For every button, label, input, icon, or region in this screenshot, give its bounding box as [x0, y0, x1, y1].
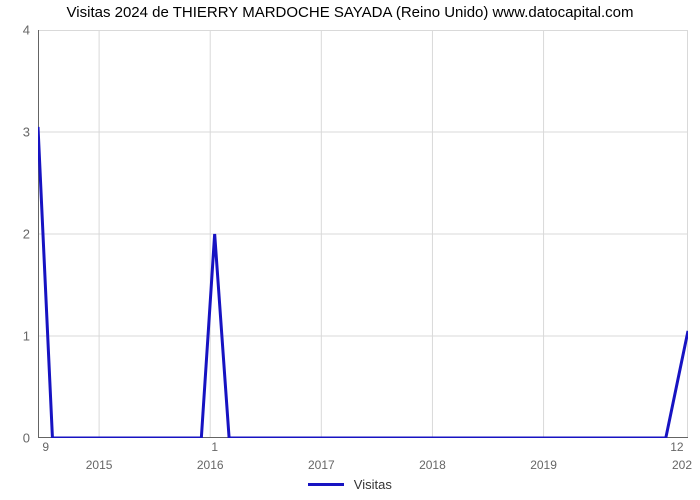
data-annotation: 1 [211, 440, 218, 454]
y-tick-label: 3 [0, 125, 30, 140]
data-annotation: 9 [42, 440, 49, 454]
x-tick-label: 2016 [197, 458, 224, 472]
x-tick-label: 2019 [530, 458, 557, 472]
plot-area [38, 30, 688, 438]
y-tick-label: 4 [0, 23, 30, 38]
legend-swatch [308, 483, 344, 486]
y-tick-label: 2 [0, 227, 30, 242]
chart-title: Visitas 2024 de THIERRY MARDOCHE SAYADA … [0, 4, 700, 21]
x-tick-label: 2015 [86, 458, 113, 472]
legend-label: Visitas [354, 477, 392, 492]
y-tick-label: 1 [0, 329, 30, 344]
y-tick-label: 0 [0, 431, 30, 446]
series-line [38, 127, 688, 438]
x-tick-label: 2018 [419, 458, 446, 472]
plot-svg [38, 30, 688, 438]
x-tick-label: 2017 [308, 458, 335, 472]
legend: Visitas [0, 476, 700, 492]
x-axis-cutoff-label: 202 [672, 458, 692, 472]
data-annotation: 12 [670, 440, 683, 454]
visits-chart: Visitas 2024 de THIERRY MARDOCHE SAYADA … [0, 0, 700, 500]
